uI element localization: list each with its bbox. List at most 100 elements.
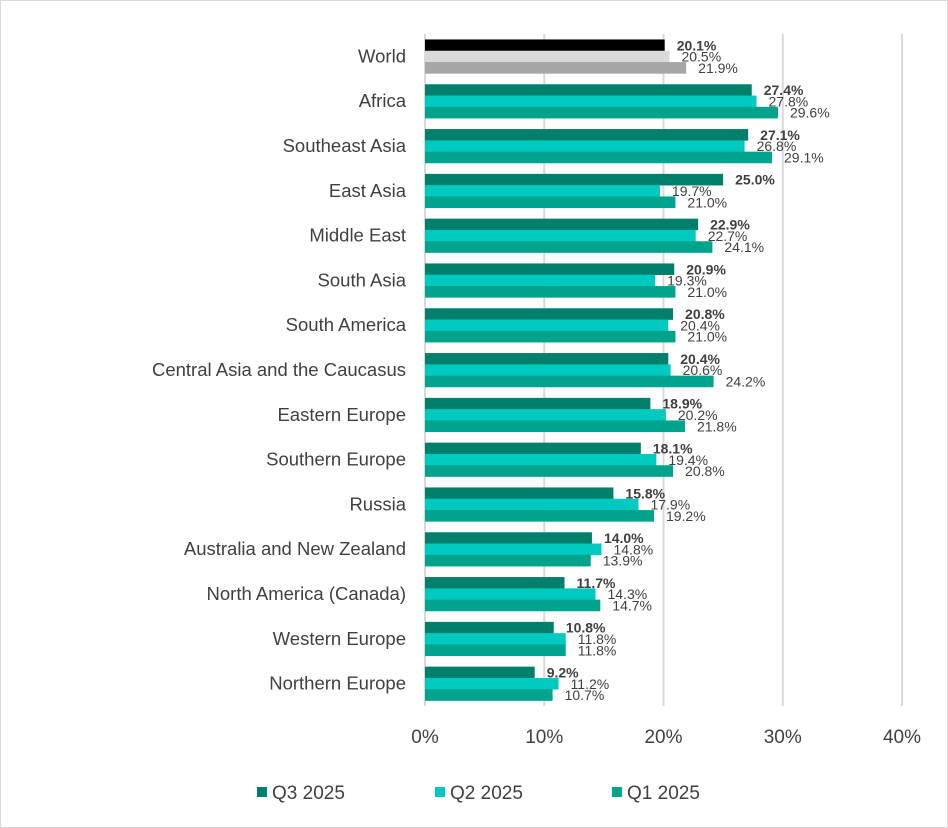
data-label: 22.9% bbox=[710, 216, 750, 232]
data-label: 19.2% bbox=[666, 508, 706, 524]
bar bbox=[425, 286, 676, 298]
data-label: 20.5% bbox=[681, 49, 721, 65]
data-label: 21.8% bbox=[697, 418, 737, 434]
data-label: 20.8% bbox=[685, 306, 725, 322]
bar bbox=[425, 319, 669, 332]
data-label: 29.6% bbox=[790, 105, 830, 121]
data-label: 21.0% bbox=[687, 284, 727, 300]
data-label: 25.0% bbox=[735, 172, 775, 188]
legend-label: Q1 2025 bbox=[627, 783, 700, 804]
x-tick-label: 10% bbox=[525, 727, 563, 748]
data-label: 19.4% bbox=[668, 452, 708, 468]
bar bbox=[425, 621, 554, 634]
category-label: Australia and New Zealand bbox=[184, 538, 406, 559]
bar bbox=[425, 353, 669, 365]
bar bbox=[425, 95, 757, 108]
bar bbox=[425, 173, 724, 186]
bar bbox=[425, 577, 565, 589]
category-label: Russia bbox=[349, 493, 406, 514]
bar bbox=[425, 274, 656, 287]
category-label: North America (Canada) bbox=[207, 583, 406, 604]
bar bbox=[425, 140, 745, 152]
bar bbox=[425, 644, 566, 657]
bar bbox=[425, 241, 713, 253]
bar bbox=[425, 599, 601, 612]
bar bbox=[425, 453, 657, 466]
bar bbox=[425, 465, 674, 477]
data-label: 13.9% bbox=[603, 553, 643, 569]
data-label: 27.1% bbox=[760, 127, 800, 143]
data-label: 21.0% bbox=[687, 194, 727, 210]
category-label: Western Europe bbox=[273, 628, 406, 649]
bar bbox=[425, 62, 687, 74]
bar bbox=[425, 308, 674, 320]
bar bbox=[425, 689, 553, 701]
legend-swatch bbox=[257, 787, 267, 797]
data-label: 29.1% bbox=[784, 149, 824, 165]
bar bbox=[425, 420, 685, 433]
legend-swatch bbox=[435, 787, 445, 797]
bar bbox=[425, 588, 596, 600]
bar bbox=[425, 532, 592, 544]
bar bbox=[425, 364, 671, 376]
data-label: 19.7% bbox=[672, 183, 712, 199]
legend-label: Q2 2025 bbox=[450, 783, 523, 804]
bar bbox=[425, 498, 639, 511]
category-label: World bbox=[358, 45, 406, 66]
data-label: 20.2% bbox=[678, 407, 718, 423]
category-label: Central Asia and the Caucasus bbox=[152, 359, 406, 380]
bar bbox=[425, 196, 676, 209]
category-label: Northern Europe bbox=[269, 673, 406, 694]
data-label: 11.8% bbox=[578, 642, 617, 658]
data-label: 20.4% bbox=[680, 351, 720, 367]
data-label: 10.7% bbox=[565, 687, 605, 703]
data-label: 11.2% bbox=[571, 676, 610, 692]
bar bbox=[425, 218, 699, 231]
legend-swatch bbox=[612, 787, 622, 797]
bar bbox=[425, 442, 641, 455]
legend-label: Q3 2025 bbox=[272, 783, 345, 804]
data-label: 26.8% bbox=[757, 138, 797, 154]
data-label: 18.1% bbox=[653, 440, 693, 456]
bar bbox=[425, 151, 773, 164]
data-label: 27.4% bbox=[764, 82, 804, 98]
x-tick-label: 40% bbox=[883, 727, 921, 748]
bar bbox=[425, 375, 714, 388]
data-label: 21.0% bbox=[687, 329, 727, 345]
bar bbox=[425, 487, 614, 500]
x-tick-label: 20% bbox=[644, 727, 682, 748]
bar bbox=[425, 510, 654, 522]
bar bbox=[425, 106, 778, 119]
bar bbox=[425, 263, 675, 276]
category-label: Middle East bbox=[309, 225, 406, 246]
data-label: 15.8% bbox=[625, 485, 665, 501]
bar bbox=[425, 185, 660, 197]
bar bbox=[425, 543, 602, 556]
bar bbox=[425, 666, 535, 679]
data-label: 14.0% bbox=[604, 530, 644, 546]
category-label: Africa bbox=[359, 90, 407, 111]
bar bbox=[425, 633, 566, 645]
category-label: South America bbox=[286, 314, 407, 335]
data-label: 22.7% bbox=[708, 228, 748, 244]
data-label: 20.9% bbox=[686, 261, 726, 277]
data-label: 18.9% bbox=[662, 396, 702, 412]
data-label: 27.8% bbox=[769, 93, 809, 109]
data-label: 14.8% bbox=[613, 541, 653, 557]
bar bbox=[425, 397, 651, 410]
category-label: Southeast Asia bbox=[283, 135, 407, 156]
category-label: South Asia bbox=[318, 269, 407, 290]
data-label: 20.1% bbox=[677, 37, 717, 53]
data-label: 20.8% bbox=[685, 463, 725, 479]
bar bbox=[425, 129, 749, 141]
data-label: 20.4% bbox=[680, 317, 720, 333]
data-label: 11.8% bbox=[578, 631, 617, 647]
data-label: 10.8% bbox=[566, 620, 606, 636]
x-tick-label: 30% bbox=[764, 727, 802, 748]
data-label: 9.2% bbox=[547, 664, 579, 680]
bar bbox=[425, 50, 670, 63]
category-label: East Asia bbox=[329, 180, 407, 201]
data-label: 21.9% bbox=[698, 60, 738, 76]
